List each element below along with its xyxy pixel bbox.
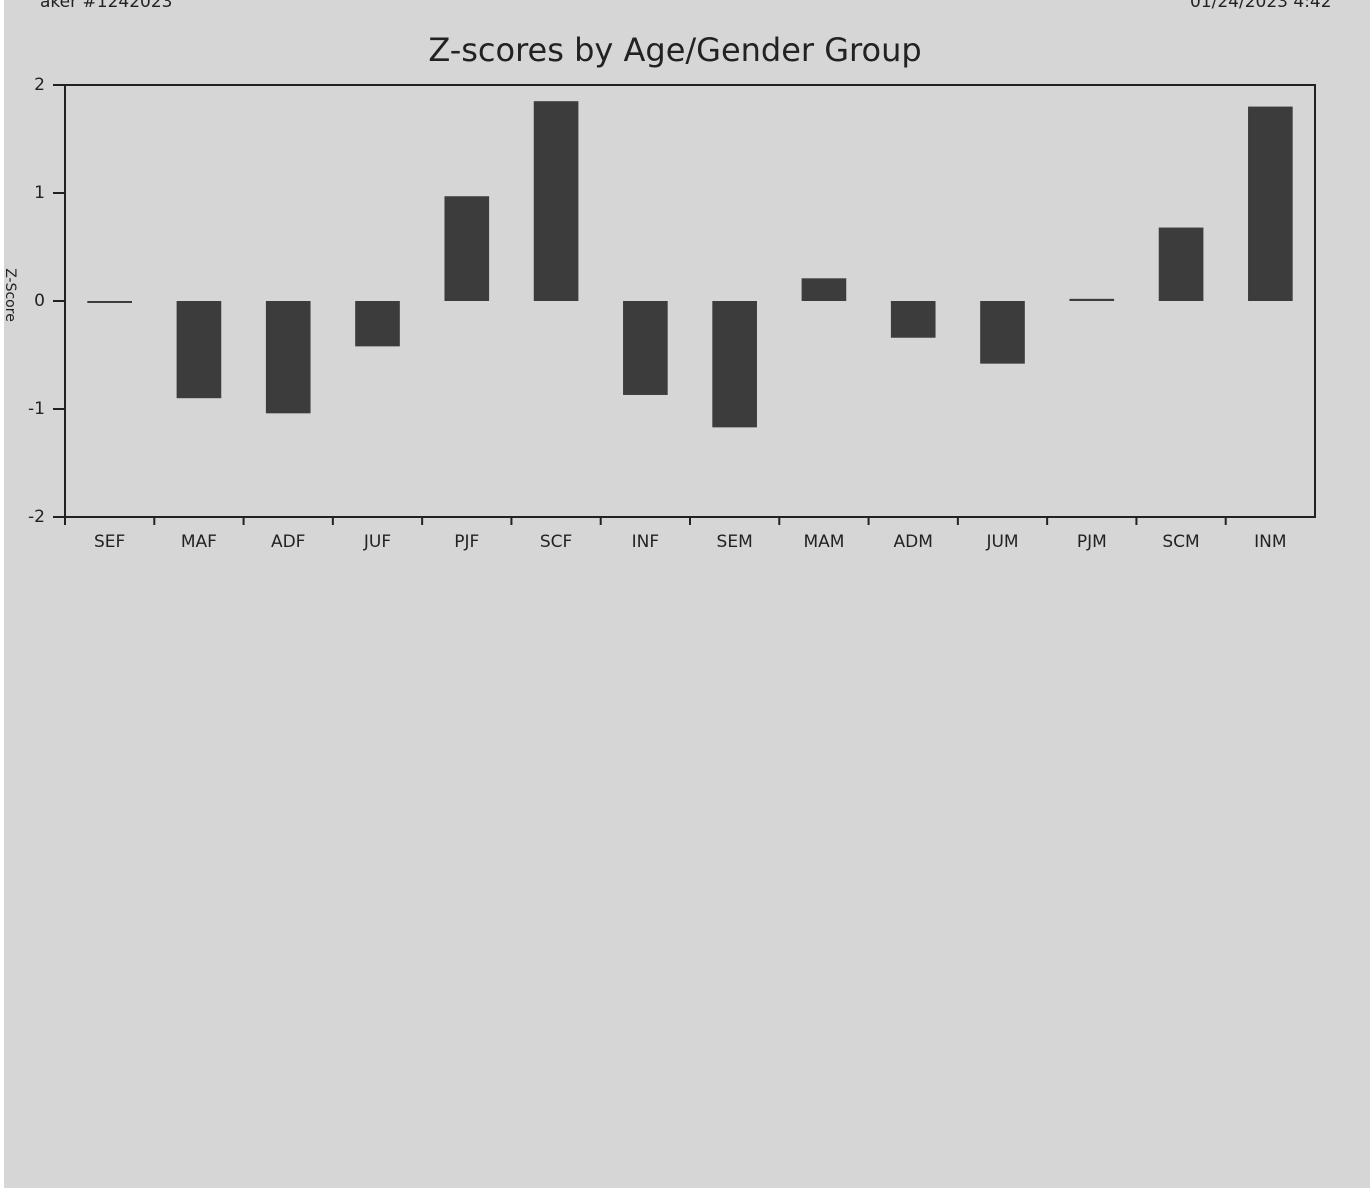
x-tick-label: JUM bbox=[985, 532, 1018, 552]
bar bbox=[176, 301, 222, 399]
bar bbox=[1248, 106, 1293, 301]
x-tick-label: MAF bbox=[181, 532, 217, 552]
bar bbox=[533, 101, 579, 301]
bar bbox=[712, 301, 757, 428]
x-tick-label: SEF bbox=[94, 532, 125, 552]
x-tick-label: PJF bbox=[454, 532, 479, 552]
bar bbox=[355, 301, 400, 347]
y-tick-label: -2 bbox=[28, 507, 45, 527]
x-tick-label: PJM bbox=[1077, 532, 1107, 552]
x-tick-label: SEM bbox=[717, 532, 753, 552]
bar bbox=[890, 301, 936, 338]
bar bbox=[980, 301, 1025, 364]
y-tick-label: 2 bbox=[34, 75, 45, 95]
header-right: 01/24/2023 4:42 bbox=[1190, 0, 1332, 12]
bar bbox=[1069, 298, 1115, 301]
x-tick-label: SCM bbox=[1162, 532, 1199, 552]
x-tick-label: ADM bbox=[894, 532, 933, 552]
header-left: aker #1242023 bbox=[40, 0, 172, 12]
x-tick-label: INF bbox=[632, 532, 660, 552]
bar bbox=[87, 301, 132, 303]
y-tick-label: 0 bbox=[34, 291, 45, 311]
bar bbox=[444, 196, 490, 301]
x-tick-label: INM bbox=[1254, 532, 1286, 552]
y-axis-label: Z-Score bbox=[2, 268, 18, 322]
x-tick-label: JUF bbox=[363, 532, 391, 552]
bar bbox=[623, 301, 668, 395]
x-tick-label: SCF bbox=[540, 532, 572, 552]
chart-title: Z-scores by Age/Gender Group bbox=[428, 31, 921, 69]
paper bbox=[4, 0, 1370, 1188]
y-tick-label: 1 bbox=[34, 183, 45, 203]
bar bbox=[801, 278, 847, 301]
bar bbox=[265, 301, 311, 414]
x-tick-label: MAM bbox=[803, 532, 844, 552]
y-tick-label: -1 bbox=[28, 399, 45, 419]
x-tick-label: ADF bbox=[271, 532, 306, 552]
bar bbox=[1158, 227, 1204, 301]
